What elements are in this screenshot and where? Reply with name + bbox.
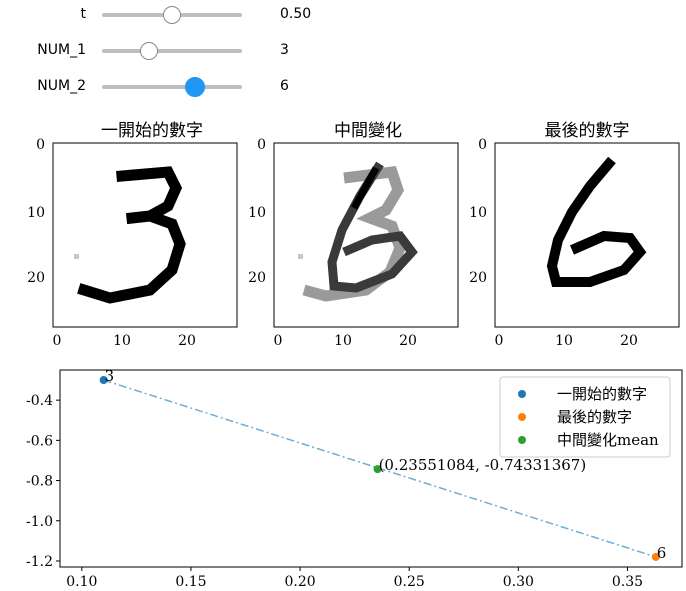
- xtick-middle-0: 0: [274, 333, 283, 349]
- ytick-middle-10: 10: [248, 205, 266, 221]
- scatter-yticks: -0.4 -0.6 -0.8 -1.0 -1.2: [26, 393, 60, 570]
- xtick-end-0: 0: [495, 333, 504, 349]
- slider-label-t: t: [80, 6, 87, 22]
- legend-marker: [518, 413, 526, 421]
- panel-title-middle: 中間變化: [334, 121, 402, 141]
- scatter-point: [651, 552, 660, 561]
- legend-entry: 一開始的數字: [557, 385, 647, 403]
- legend-entry: 中間變化mean: [557, 431, 659, 449]
- ytick-label: -0.4: [26, 393, 53, 409]
- xtick-end-20: 20: [620, 333, 638, 349]
- slider-label-num1: NUM_1: [37, 42, 86, 58]
- ytick-label: -0.8: [26, 474, 53, 490]
- image-panel-end: 最後的數字 0 10 20 0 10 20: [469, 121, 680, 349]
- slider-track-num1[interactable]: [102, 42, 242, 60]
- trend-line: [103, 379, 657, 558]
- ytick-end-20: 20: [469, 270, 487, 286]
- xtick-start-0: 0: [53, 333, 62, 349]
- xtick-start-10: 10: [113, 333, 131, 349]
- image-panel-start: 一開始的數字 0 10 20 0 10 20: [27, 121, 238, 349]
- slider-row-num2: NUM_2 6: [0, 72, 330, 100]
- slider-handle-num2[interactable]: [185, 77, 206, 97]
- ytick-start-10: 10: [27, 205, 45, 221]
- panel-frame-start: [52, 142, 238, 328]
- xtick-label: 0.25: [394, 574, 425, 590]
- panel-title-end: 最後的數字: [545, 121, 630, 141]
- ytick-label: -1.2: [26, 554, 53, 570]
- xtick-start-20: 20: [178, 333, 196, 349]
- point-annotation: 3: [105, 367, 115, 385]
- slider-value-num1: 3: [280, 42, 289, 58]
- image-panel-middle: 中間變化 0 10 20 0 10 20: [248, 121, 459, 349]
- point-annotation: 6: [657, 544, 667, 562]
- slider-row-t: t 0.50: [0, 0, 330, 28]
- slider-track-t[interactable]: [102, 6, 242, 24]
- scatter-point: [99, 376, 108, 385]
- ytick-middle-20: 20: [248, 270, 266, 286]
- ytick-end-10: 10: [469, 205, 487, 221]
- slider-handle-t[interactable]: [163, 6, 181, 24]
- slider-track-num2[interactable]: [102, 77, 242, 97]
- xtick-end-10: 10: [555, 333, 573, 349]
- panel-frame-middle: [273, 142, 459, 328]
- point-annotation: (0.23551084, -0.74331367): [379, 456, 587, 474]
- digit-6-image: [546, 156, 647, 287]
- xtick-label: 0.35: [612, 574, 643, 590]
- ytick-start-20: 20: [27, 270, 45, 286]
- slider-value-num2: 6: [280, 78, 289, 94]
- ytick-label: -1.0: [26, 514, 53, 530]
- xtick-label: 0.30: [503, 574, 534, 590]
- scatter-plot-frame: [59, 369, 683, 568]
- slider-handle-num1[interactable]: [139, 42, 158, 60]
- xtick-label: 0.10: [66, 574, 97, 590]
- xtick-middle-20: 20: [399, 333, 417, 349]
- scatter-point: [373, 465, 382, 474]
- ytick-start-0: 0: [36, 137, 45, 153]
- ytick-label: -0.6: [26, 433, 53, 449]
- xtick-label: 0.15: [175, 574, 206, 590]
- scatter-points: 3 6 (0.23551084, -0.74331367): [99, 367, 667, 562]
- legend-entry: 最後的數字: [557, 408, 632, 426]
- slider-row-num1: NUM_1 3: [0, 36, 330, 64]
- scatter-xticks: 0.10 0.15 0.20 0.25 0.30 0.35: [66, 567, 643, 590]
- slider-label-num2: NUM_2: [37, 78, 86, 94]
- ytick-middle-0: 0: [257, 137, 266, 153]
- legend-frame: [499, 376, 671, 458]
- legend-marker: [518, 390, 526, 398]
- xtick-middle-10: 10: [334, 333, 352, 349]
- panel-frame-end: [494, 142, 680, 328]
- panel-title-start: 一開始的數字: [101, 121, 203, 141]
- ytick-end-0: 0: [478, 137, 487, 153]
- digit-blend-image: [298, 161, 418, 302]
- slider-value-t: 0.50: [280, 6, 312, 22]
- legend-marker: [518, 436, 526, 444]
- scatter-plot: 0.10 0.15 0.20 0.25 0.30 0.35 -0.4 -0.6 -0.8 -1.…: [26, 367, 683, 590]
- xtick-label: 0.20: [284, 574, 315, 590]
- digit-3-image: [74, 166, 186, 304]
